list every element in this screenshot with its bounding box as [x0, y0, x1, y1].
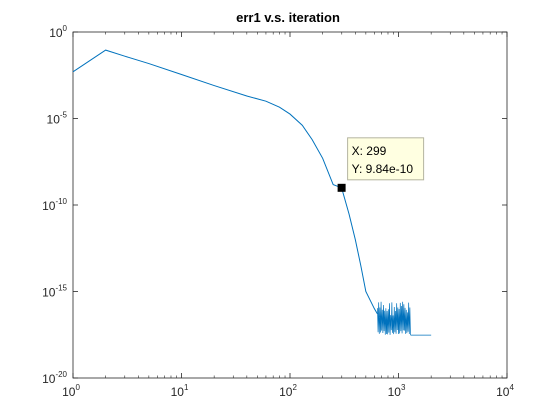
x-tick-label: 102: [279, 383, 297, 399]
datatip-box: [347, 137, 425, 181]
x-tick-label: 100: [62, 383, 80, 399]
y-tick-label: 10-10: [42, 197, 67, 213]
x-tick-label: 104: [496, 383, 514, 399]
x-tick-label: 101: [171, 383, 189, 399]
y-tick-label: 10-15: [42, 284, 67, 300]
datatip[interactable]: X: 299 Y: 9.84e-10: [337, 137, 425, 192]
y-tick-label: 100: [49, 24, 67, 40]
y-tick-label: 10-5: [47, 111, 68, 127]
datatip-y-label: Y: 9.84e-10: [352, 162, 414, 176]
plot-area: [72, 31, 508, 379]
y-axis: 100 10-5 10-10 10-15 10-20: [42, 24, 507, 386]
chart-title: err1 v.s. iteration: [236, 10, 340, 25]
series-line-err1: [72, 49, 378, 315]
x-tick-label: 103: [388, 383, 406, 399]
datatip-x-label: X: 299: [352, 144, 387, 158]
datatip-marker[interactable]: [337, 183, 346, 192]
x-axis: 100 101 102 103 104: [62, 32, 514, 399]
y-tick-label: 10-20: [42, 370, 67, 386]
series-noise-band: [377, 301, 432, 336]
